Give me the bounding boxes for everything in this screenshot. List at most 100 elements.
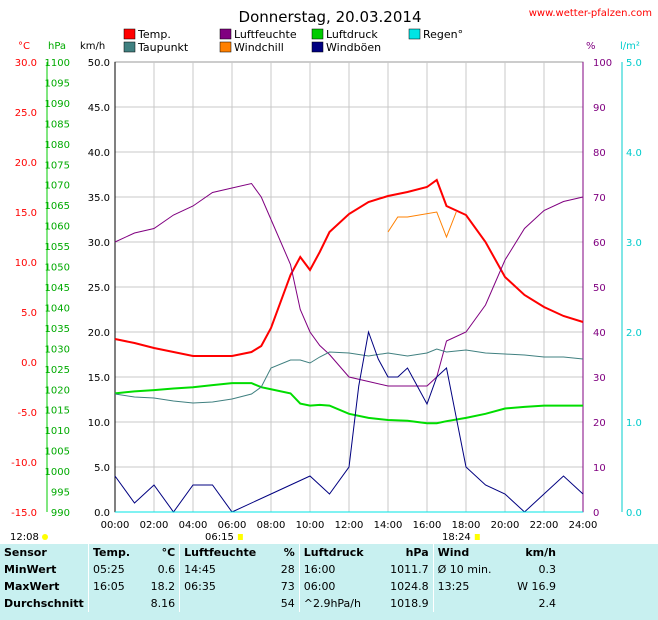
pressure-tick-label: 1000 <box>45 467 70 478</box>
temp-tick-label: 10.0 <box>15 258 37 269</box>
statistics-row-min: MinWert 05:25 0.6 14:45 28 16:00 1011.7 … <box>0 561 560 578</box>
pressure-time: 06:00 <box>298 578 379 595</box>
statistics-row-average: Durchschnitt 8.16 54 ^2.9hPa/h 1018.9 2.… <box>0 595 560 612</box>
rain-axis-unit: l/m² <box>620 41 640 52</box>
legend-label: Temp. <box>137 28 171 41</box>
temp-tick-label: -15.0 <box>11 508 37 519</box>
header-wind-unit: km/h <box>525 546 556 559</box>
pressure-value: 1011.7 <box>390 563 429 576</box>
pressure-tick-label: 1010 <box>45 426 70 437</box>
temp-time: 05:25 <box>88 561 142 578</box>
pressure-value: 1018.9 <box>390 597 429 610</box>
statistics-panel: Sensor Temp. °C Luftfeuchte % Luftdruck … <box>0 544 658 620</box>
temp-tick-label: 0.0 <box>21 358 37 369</box>
header-pressure-unit: hPa <box>405 546 429 559</box>
series-line <box>114 348 584 404</box>
sunset-marker <box>474 534 480 540</box>
series-line <box>114 382 583 425</box>
time-tick-label: 22:00 <box>530 520 559 531</box>
pressure-tick-label: 1080 <box>45 140 70 151</box>
legend-label: Windchill <box>234 41 284 54</box>
wind-tick-label: 10.0 <box>88 418 110 429</box>
legend-label: Regen° <box>423 28 463 41</box>
humidity-tick-label: 80 <box>593 148 606 159</box>
series-line <box>114 330 584 513</box>
humidity-tick-label: 90 <box>593 103 606 114</box>
temp-time: 16:05 <box>88 578 142 595</box>
legend-swatch <box>123 28 136 40</box>
temp-tick-label: -5.0 <box>17 408 37 419</box>
wind-tick-label: 25.0 <box>88 283 110 294</box>
header-temp: Temp. <box>88 544 142 561</box>
temp-axis-unit: °C <box>18 41 30 52</box>
temp-value: 18.2 <box>150 580 176 593</box>
pressure-value: 1024.8 <box>390 580 429 593</box>
chart-series <box>114 178 584 513</box>
sunset-label: 18:24 <box>442 532 471 543</box>
pressure-tick-label: 1065 <box>45 201 70 212</box>
wind-tick-label: 5.0 <box>94 463 110 474</box>
pressure-tick-label: 1095 <box>45 78 70 89</box>
legend-swatch <box>219 28 232 40</box>
pressure-time: 16:00 <box>298 561 379 578</box>
wind-value: 2.4 <box>538 597 557 610</box>
header-pressure: Luftdruck <box>298 544 379 561</box>
legend-swatch <box>311 41 324 53</box>
row-label: MinWert <box>4 563 57 576</box>
pressure-tick-label: 1085 <box>45 119 70 130</box>
sunrise-label: 06:15 <box>205 532 234 543</box>
time-tick-label: 06:00 <box>218 520 247 531</box>
time-tick-label: 10:00 <box>296 520 325 531</box>
pressure-time: ^2.9hPa/h <box>298 595 379 612</box>
wind-value: W 16.9 <box>517 580 556 593</box>
legend-swatch <box>408 28 421 40</box>
rain-tick-label: 0.0 <box>626 508 642 519</box>
time-tick-label: 08:00 <box>257 520 286 531</box>
temp-tick-label: -10.0 <box>11 458 37 469</box>
humidity-axis-unit: % <box>586 41 596 52</box>
time-tick-label: 00:00 <box>101 520 130 531</box>
time-tick-label: 18:00 <box>452 520 481 531</box>
pressure-tick-label: 1055 <box>45 242 70 253</box>
humidity-tick-label: 0 <box>593 508 599 519</box>
temp-tick-label: 30.0 <box>15 58 37 69</box>
wind-tick-label: 35.0 <box>88 193 110 204</box>
rain-tick-label: 5.0 <box>626 58 642 69</box>
temp-tick-label: 25.0 <box>15 108 37 119</box>
chart-axes: °C hPa km/h% l/m² 30.0 25.0 20.0 15.0 10.0 5.0 0.0… <box>11 41 642 531</box>
humidity-tick-label: 100 <box>593 58 612 69</box>
time-tick-label: 12:00 <box>335 520 364 531</box>
wind-tick-label: 45.0 <box>88 103 110 114</box>
legend-swatch <box>219 41 232 53</box>
wind-label: Ø 10 min. <box>432 561 506 578</box>
pressure-tick-label: 1015 <box>45 406 70 417</box>
humidity-tick-label: 60 <box>593 238 606 249</box>
pressure-tick-label: 1005 <box>45 447 70 458</box>
temp-value: 0.6 <box>157 563 176 576</box>
rain-tick-label: 3.0 <box>626 238 642 249</box>
wind-value: 0.3 <box>538 563 557 576</box>
time-tick-label: 24:00 <box>569 520 598 531</box>
wind-label <box>432 595 506 612</box>
sun-icon <box>42 534 48 540</box>
humidity-tick-label: 30 <box>593 373 606 384</box>
statistics-table: Sensor Temp. °C Luftfeuchte % Luftdruck … <box>0 544 560 612</box>
temp-value: 8.16 <box>150 597 176 610</box>
pressure-tick-label: 990 <box>51 508 70 519</box>
pressure-tick-label: 1025 <box>45 365 70 376</box>
wind-axis-unit: km/h <box>80 41 105 52</box>
humidity-time <box>179 595 274 612</box>
time-tick-label: 20:00 <box>491 520 520 531</box>
wind-tick-label: 40.0 <box>88 148 110 159</box>
temp-tick-label: 15.0 <box>15 208 37 219</box>
header-temp-unit: °C <box>161 546 176 559</box>
series-line <box>114 178 584 357</box>
pressure-tick-label: 1045 <box>45 283 70 294</box>
humidity-tick-label: 70 <box>593 193 606 204</box>
pressure-tick-label: 1050 <box>45 263 70 274</box>
site-url: www.wetter-pfalzen.com <box>529 8 652 19</box>
rain-tick-label: 2.0 <box>626 328 642 339</box>
time-tick-label: 02:00 <box>140 520 169 531</box>
statistics-row-max: MaxWert 16:05 18.2 06:35 73 06:00 1024.8… <box>0 578 560 595</box>
humidity-tick-label: 50 <box>593 283 606 294</box>
